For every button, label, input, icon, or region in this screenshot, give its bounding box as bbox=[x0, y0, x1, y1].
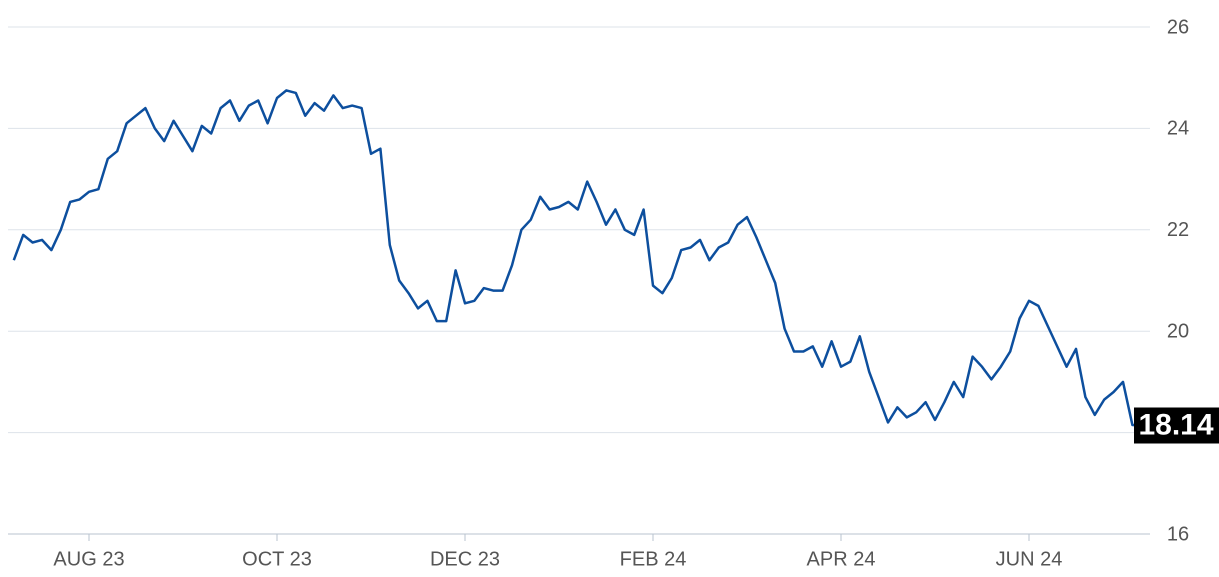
x-tick-label: OCT 23 bbox=[242, 548, 312, 570]
x-tick-label: AUG 23 bbox=[53, 548, 124, 570]
x-tick-label: FEB 24 bbox=[620, 548, 687, 570]
x-tick-label: DEC 23 bbox=[430, 548, 500, 570]
current-value-label: 18.14 bbox=[1138, 408, 1213, 441]
y-tick-label: 22 bbox=[1167, 219, 1189, 241]
y-tick-label: 26 bbox=[1167, 16, 1189, 38]
y-tick-label: 24 bbox=[1167, 118, 1189, 140]
y-tick-label: 20 bbox=[1167, 320, 1189, 342]
price-line bbox=[12, 89, 1142, 427]
x-tick-label: APR 24 bbox=[807, 548, 876, 570]
y-tick-label: 16 bbox=[1167, 523, 1189, 545]
current-value-box bbox=[1134, 407, 1219, 444]
x-tick-label: JUN 24 bbox=[996, 548, 1063, 570]
